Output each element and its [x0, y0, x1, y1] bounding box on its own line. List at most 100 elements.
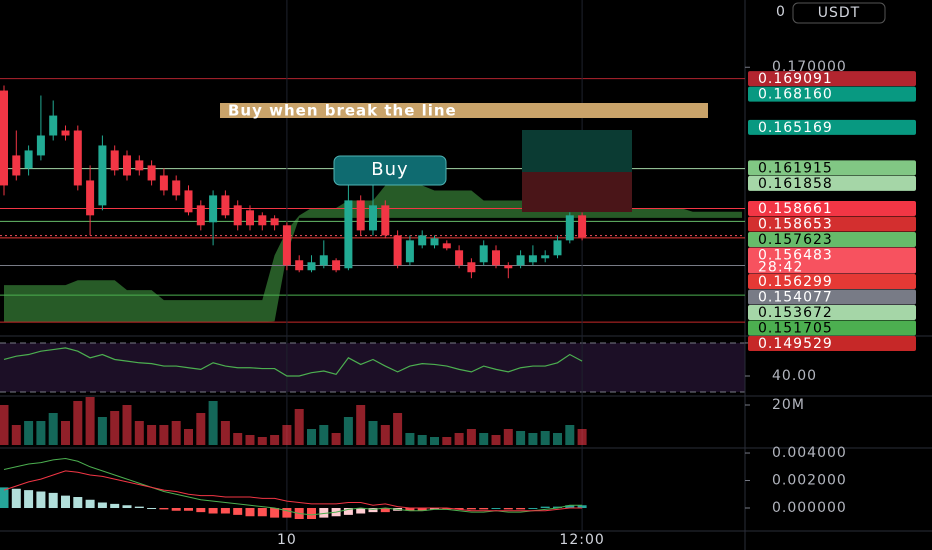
histogram-bar [122, 505, 132, 509]
histogram-bar [233, 508, 243, 515]
volume-bar [405, 433, 415, 445]
price-tag-label: 0.154077 [758, 289, 833, 305]
volume-bar [159, 425, 169, 445]
histogram-bar [184, 508, 193, 511]
candle-body [209, 195, 218, 223]
candle-body [307, 262, 316, 271]
volume-bar [430, 437, 439, 445]
histogram-bar [208, 508, 218, 514]
price-tag [748, 335, 916, 351]
candle-body [442, 243, 451, 249]
histogram-bar [97, 502, 107, 509]
candle-body [98, 145, 107, 206]
candle-body [159, 175, 168, 191]
macd-line [3, 470, 583, 512]
candle-body [455, 250, 464, 266]
candle-body [319, 255, 328, 266]
candle-body [270, 218, 279, 226]
histogram-bar [356, 508, 366, 514]
histogram-bar [73, 497, 83, 509]
candle-body [172, 180, 181, 196]
histogram-bar [540, 506, 550, 509]
candle-body [504, 265, 513, 269]
histogram-bar [516, 508, 526, 510]
annotation-box [220, 103, 708, 118]
histogram-bar [196, 508, 206, 513]
candle-body [246, 210, 254, 226]
candle-body [516, 255, 525, 266]
candle-body [418, 235, 427, 246]
histogram-bar [479, 508, 489, 510]
currency-box[interactable] [792, 2, 886, 24]
price-tag [748, 119, 916, 135]
volume-bar [61, 421, 70, 445]
histogram-bar [417, 508, 427, 511]
price-tag-label: 0.156483 [758, 247, 833, 263]
price-tag-label: 0.153672 [758, 305, 833, 321]
candle-body [430, 238, 439, 246]
candle-body [196, 205, 205, 226]
histogram-bar [245, 508, 255, 517]
histogram-bar [0, 487, 9, 509]
price-tag [748, 71, 916, 87]
y-tick-label: 0.004000 [772, 445, 847, 461]
candle-body [184, 190, 193, 213]
histogram-bar [36, 491, 46, 509]
stop-zone [522, 172, 632, 212]
histogram-bar [380, 508, 390, 513]
volume-bar [97, 417, 107, 445]
histogram-bar [61, 495, 70, 509]
currency[interactable]: USDT [818, 5, 860, 21]
volume-bar [356, 405, 366, 445]
volume-bar [36, 421, 46, 445]
histogram-bar [491, 508, 501, 510]
histogram-bar [134, 506, 144, 509]
price-tag [748, 231, 916, 247]
volume-bar [24, 421, 34, 445]
volume-bar [343, 417, 353, 445]
histogram-bar [405, 508, 415, 511]
price-tag [748, 289, 916, 305]
price-tag-label: 0.151705 [758, 320, 833, 336]
price-tag-label: 0.157623 [758, 232, 833, 248]
histogram-bar [368, 508, 378, 513]
price-tag-label: 0.158653 [758, 216, 833, 232]
volume-bar [245, 435, 255, 445]
histogram-bar [553, 506, 562, 509]
countdown: 28:42 [758, 259, 803, 275]
histogram-bar [343, 508, 353, 515]
candle-body [123, 155, 131, 176]
volume-bar [270, 435, 280, 445]
candle-body [578, 215, 587, 238]
histogram-bar [48, 492, 58, 509]
histogram-bar [147, 508, 157, 510]
candle-body [86, 180, 95, 216]
candle-body [393, 235, 402, 266]
volume-bar [380, 425, 390, 445]
volume-bar [110, 411, 120, 445]
volume-bar [48, 413, 58, 445]
x-tick-label: 12:00 [559, 532, 604, 548]
price-tag-label: 0.158661 [758, 201, 833, 217]
y-tick-label: 40.00 [772, 368, 817, 384]
volume-bar [122, 405, 132, 445]
histogram-bar [24, 490, 34, 509]
price-tag [748, 200, 916, 216]
histogram-bar [257, 508, 267, 517]
volume-bar [294, 409, 304, 445]
price-tag-label: 0.156299 [758, 274, 833, 290]
candle-body [147, 165, 156, 181]
candle-body [73, 130, 82, 186]
x-tick-label: 10 [277, 532, 297, 548]
volume-bar [220, 421, 230, 445]
price-tag [748, 273, 916, 289]
volume-bar [516, 431, 526, 445]
volume-bar [417, 435, 427, 445]
volume-bar [171, 421, 181, 445]
price-tag [748, 247, 916, 274]
candle-body [405, 240, 414, 263]
volume-bar [491, 435, 501, 445]
candle-body [332, 260, 341, 271]
